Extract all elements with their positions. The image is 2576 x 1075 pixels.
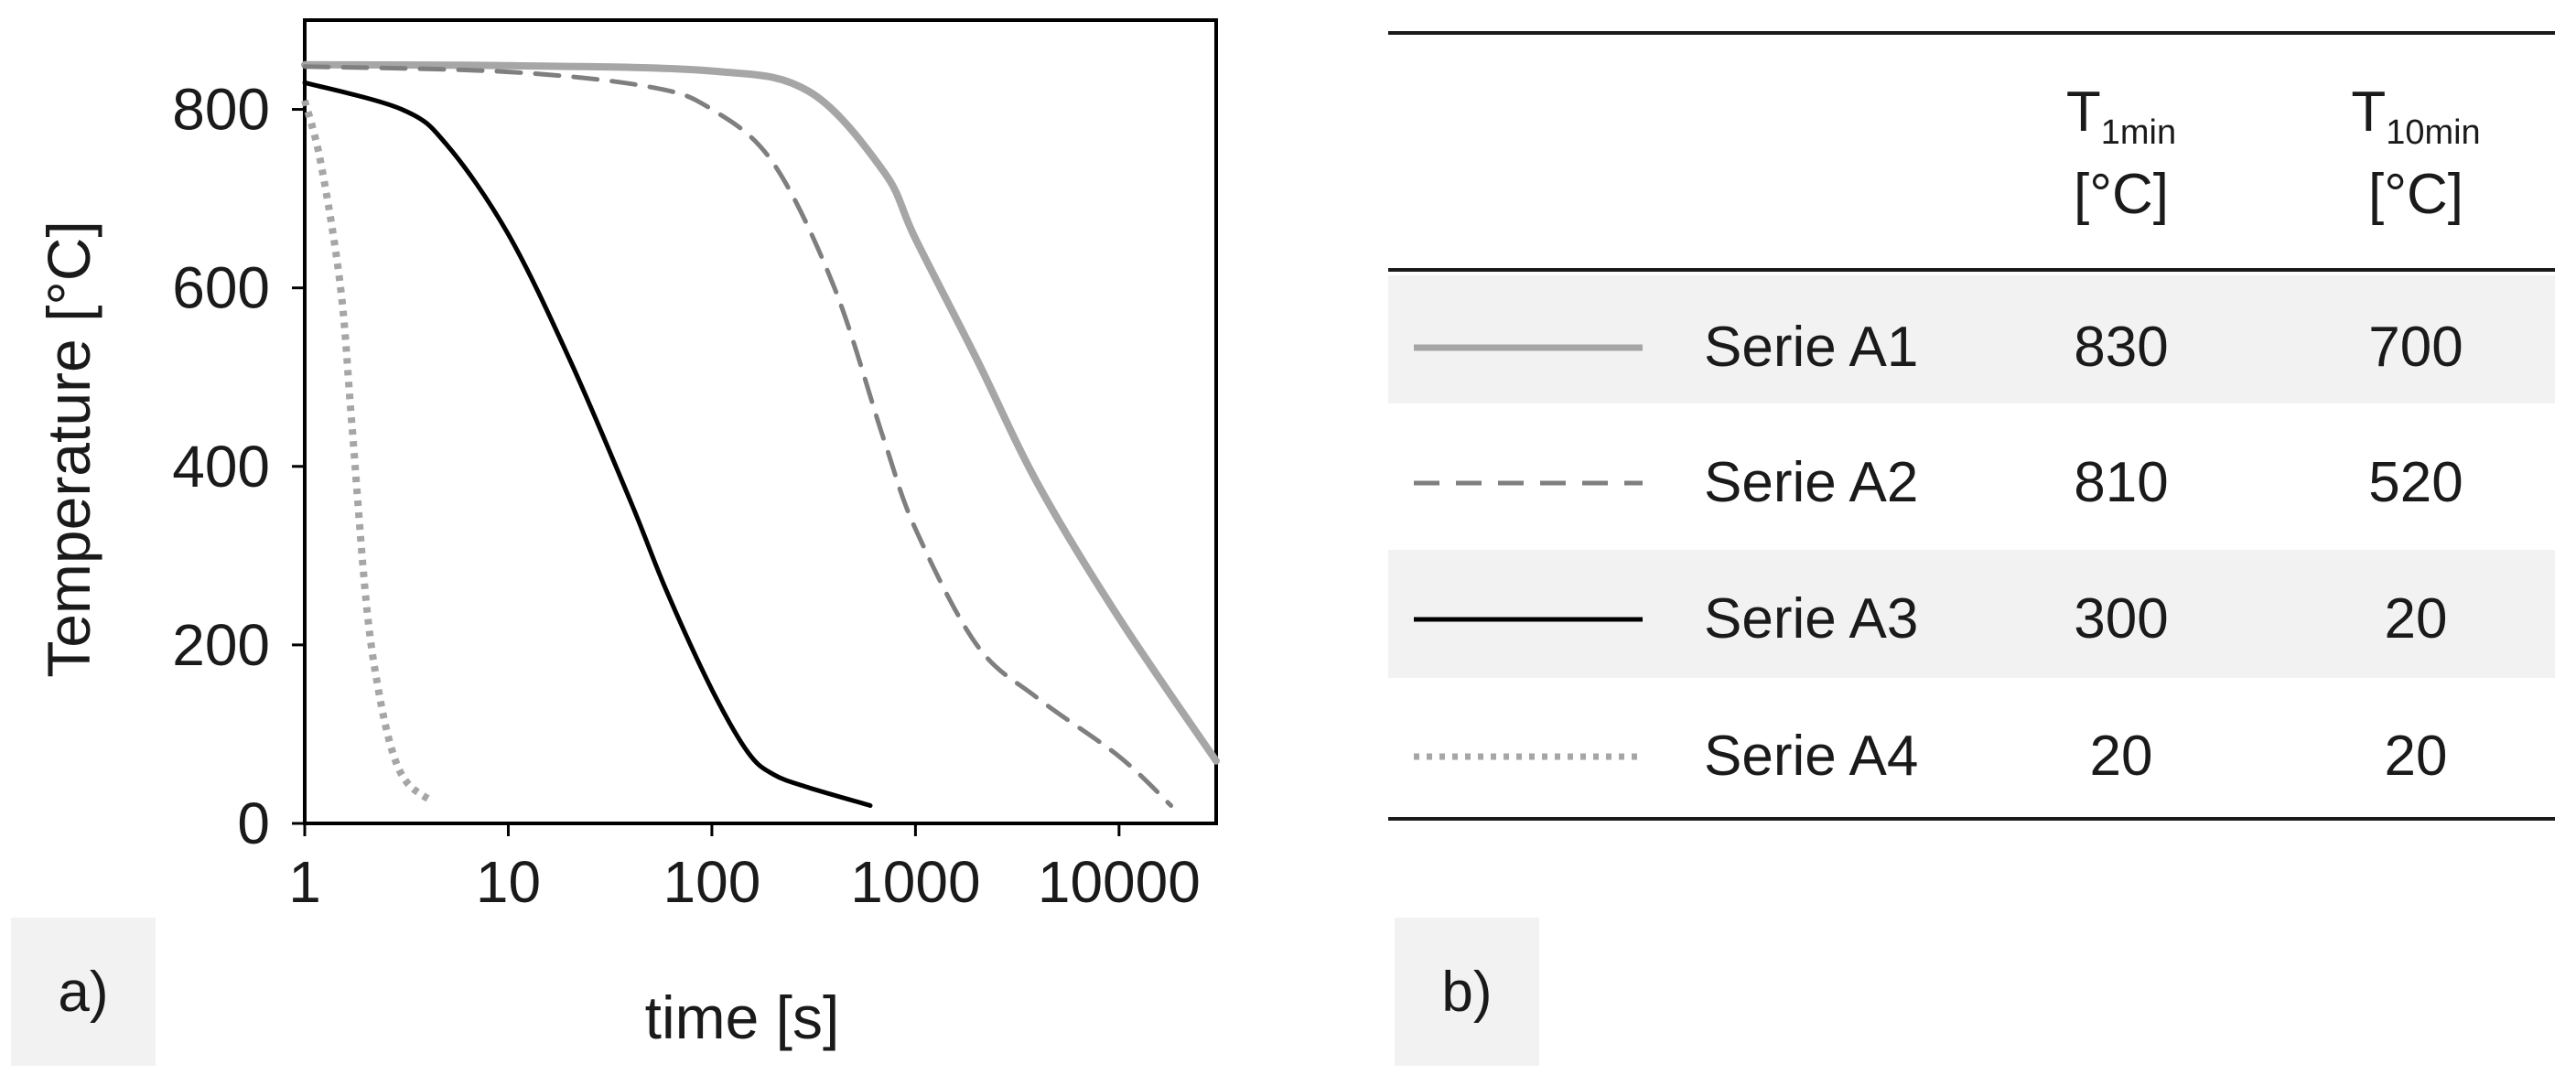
table-row-4-t1min: 20 <box>2089 725 2153 788</box>
header-t1min-sub: 1min <box>2100 113 2177 152</box>
y-tick-label: 0 <box>237 790 270 856</box>
x-tick-label: 100 <box>663 849 761 915</box>
x-tick-label: 1000 <box>850 849 980 915</box>
table-row-1-t1min: 830 <box>2074 316 2169 379</box>
table-row-1-t10min: 700 <box>2368 316 2463 379</box>
header-t10min-main: T <box>2351 81 2387 144</box>
header-t1min: T1min [°C] <box>2030 84 2213 223</box>
table-row-2-t10min: 520 <box>2368 451 2463 514</box>
table-row-2-name: Serie A2 <box>1704 451 1919 514</box>
table-row-4-t10min: 20 <box>2384 725 2448 788</box>
series-line-3 <box>302 80 873 808</box>
x-tick-label: 1 <box>288 849 321 915</box>
table-header-rule <box>1388 268 2555 272</box>
header-t10min: T10min [°C] <box>2324 84 2507 223</box>
legend-line-a3 <box>1414 617 1643 622</box>
table-row-1-name: Serie A1 <box>1704 316 1919 379</box>
x-tick-label: 10 <box>476 849 541 915</box>
y-tick-label: 800 <box>172 77 270 143</box>
y-tick-label: 400 <box>172 434 270 500</box>
series-line-4 <box>301 99 435 804</box>
table-row-3-t1min: 300 <box>2074 587 2169 650</box>
legend-line-a1 <box>1414 344 1643 351</box>
series-line-1 <box>301 60 1220 765</box>
header-t1min-main: T <box>2065 81 2101 144</box>
panel-label-b: b) <box>1395 918 1539 1066</box>
header-t10min-sub: 10min <box>2386 113 2481 152</box>
table-row-3-t10min: 20 <box>2384 587 2448 650</box>
table-bottom-rule <box>1388 817 2555 821</box>
panel-label-b-text: b) <box>1441 960 1493 1024</box>
table-row-3-name: Serie A3 <box>1704 587 1919 650</box>
x-tick-label: 10000 <box>1038 849 1201 915</box>
table-row-4-name: Serie A4 <box>1704 725 1919 788</box>
table-row-shade-3 <box>1388 550 2555 678</box>
y-tick-label: 600 <box>172 255 270 321</box>
table-row-2-t1min: 810 <box>2074 451 2169 514</box>
header-t10min-unit: [°C] <box>2367 163 2464 226</box>
panel-label-a: a) <box>11 918 156 1066</box>
legend-line-a2 <box>1414 480 1643 486</box>
y-tick-label: 200 <box>172 612 270 678</box>
plot-frame <box>303 18 1218 825</box>
legend-line-a4 <box>1414 753 1643 760</box>
header-t1min-unit: [°C] <box>2073 163 2170 226</box>
table-top-rule <box>1388 31 2555 35</box>
x-axis-label: time [s] <box>645 984 840 1051</box>
series-line-2 <box>302 64 1174 808</box>
panel-label-a-text: a) <box>58 960 109 1024</box>
y-axis-label: Temperature [°C] <box>35 220 102 678</box>
table-row-shade-1 <box>1388 275 2555 403</box>
